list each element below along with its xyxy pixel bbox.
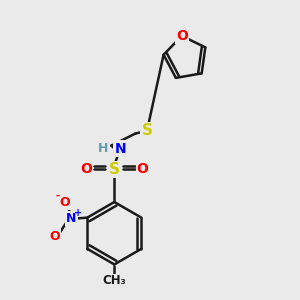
Text: S: S <box>109 162 120 177</box>
Text: +: + <box>74 208 83 218</box>
Text: O: O <box>136 162 148 176</box>
Text: O: O <box>80 162 92 176</box>
Text: O: O <box>176 29 188 43</box>
Text: CH₃: CH₃ <box>103 274 126 287</box>
Text: O: O <box>59 196 70 209</box>
Text: N: N <box>115 142 126 155</box>
Text: N: N <box>66 212 77 225</box>
Text: S: S <box>142 123 152 138</box>
Text: -: - <box>56 191 60 201</box>
Text: H: H <box>98 142 108 155</box>
Text: O: O <box>49 230 60 242</box>
